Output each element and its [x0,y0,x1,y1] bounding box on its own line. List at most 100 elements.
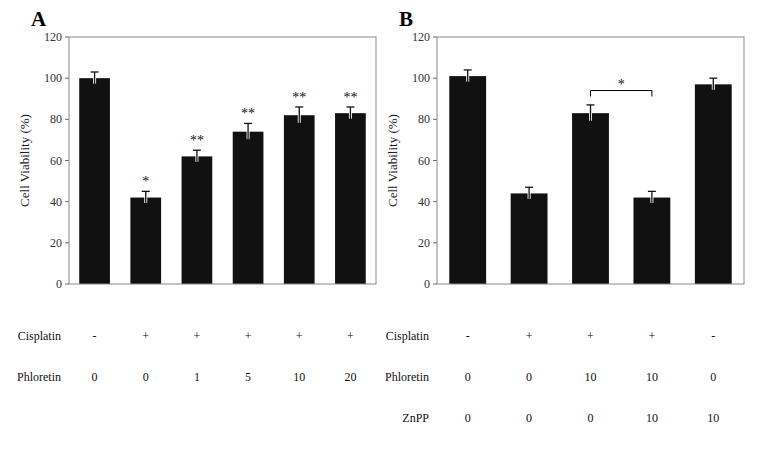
annotation: ** [343,90,357,105]
chart-container: A020406080100120Cell Viability (%)******… [0,0,767,458]
panel: A020406080100120Cell Viability (%)******… [17,7,376,384]
annotation: ** [190,133,204,148]
row-value: - [711,329,715,343]
error-line [651,191,652,203]
y-tick-label: 20 [418,236,430,250]
y-tick [65,242,69,243]
y-tick [433,78,437,79]
y-tick-label: 80 [50,112,62,126]
error-cap [587,104,595,105]
background [0,0,767,458]
error-cap [295,106,303,107]
row-value: + [649,329,656,343]
error-halo [712,78,715,90]
error-line [145,191,146,203]
error-halo [589,105,592,121]
error-cap [346,119,354,120]
bar [79,78,110,284]
error-line [467,70,468,82]
y-tick-label: 0 [424,277,430,291]
y-tick [65,284,69,285]
bar [335,113,366,284]
row-value: 1 [194,370,200,384]
error-bar [346,107,354,119]
error-halo [528,187,531,199]
row-value: - [466,329,470,343]
y-tick-label: 120 [412,30,430,44]
error-cap [709,90,717,91]
error-line [713,78,714,90]
plot-frame [437,37,744,284]
row-label: Phloretin [385,370,429,384]
y-tick [433,284,437,285]
row-value: 0 [526,411,532,425]
plot-frame [69,37,376,284]
bar [633,198,670,284]
error-cap [648,203,656,204]
y-tick-label: 40 [418,195,430,209]
marks [449,70,731,284]
y-tick-label: 0 [56,277,62,291]
annotation: ** [292,90,306,105]
y-tick [65,201,69,202]
error-cap [346,106,354,107]
y-tick [433,160,437,161]
y-tick [65,37,69,38]
bar [182,156,213,284]
row-value: 0 [465,411,471,425]
error-cap [525,199,533,200]
error-cap [142,191,150,192]
error-line [247,123,248,139]
y-tick [65,119,69,120]
error-cap [587,121,595,122]
error-halo [349,107,352,119]
row-label: Cisplatin [18,329,61,343]
y-axis: 020406080100120 [44,30,69,291]
error-halo [298,107,301,123]
y-tick [433,37,437,38]
error-bar [464,70,472,82]
y-tick-label: 100 [44,71,62,85]
error-cap [464,82,472,83]
row-value: + [347,329,354,343]
row-label: Cisplatin [386,329,429,343]
row-value: + [194,329,201,343]
chart-svg: A020406080100120Cell Viability (%)******… [0,0,767,458]
error-cap [464,69,472,70]
error-halo [144,191,147,203]
row-value: 0 [526,370,532,384]
row-value: 10 [293,370,305,384]
error-cap [244,123,252,124]
row-label: Phloretin [17,370,61,384]
row-value: 0 [710,370,716,384]
row-value: + [142,329,149,343]
row-value: 10 [646,370,658,384]
row-value: 0 [588,411,594,425]
error-halo [466,70,469,82]
y-tick-label: 60 [50,154,62,168]
error-cap [244,139,252,140]
panel-label: B [399,7,413,31]
row-label: ZnPP [402,411,429,425]
error-cap [91,71,99,72]
annotation: * [142,174,149,189]
y-axis-label: Cell Viability (%) [385,114,400,207]
error-bar [648,191,656,203]
error-cap [295,123,303,124]
row-value: 5 [245,370,251,384]
bar [284,115,315,284]
y-tick [433,201,437,202]
page: {"chart_data": [ {"type": "bar", "title"… [0,0,767,458]
row-value: + [296,329,303,343]
error-cap [193,162,201,163]
error-line [94,72,95,84]
error-line [299,107,300,123]
y-tick-label: 80 [418,112,430,126]
row-value: + [245,329,252,343]
error-halo [247,123,250,139]
error-cap [709,78,717,79]
error-halo [650,191,653,203]
y-tick [65,160,69,161]
y-tick-label: 40 [50,195,62,209]
error-bar [709,78,717,90]
